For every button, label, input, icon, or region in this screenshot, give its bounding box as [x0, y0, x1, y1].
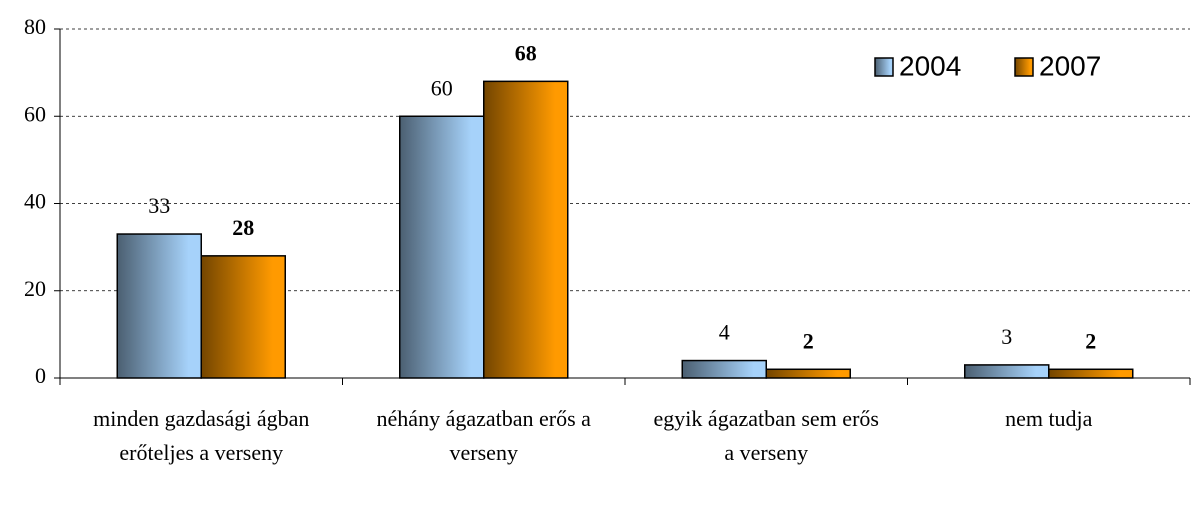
legend-swatch: [874, 57, 894, 77]
bar: [200, 255, 286, 379]
bar: [483, 80, 569, 379]
x-tick-label: néhány ágazatban erős a verseny: [376, 406, 591, 465]
value-label: 3: [1001, 324, 1012, 349]
y-tick-label: 0: [35, 363, 46, 388]
legend-label: 2007: [1039, 50, 1101, 81]
bar: [765, 368, 851, 379]
bar: [399, 115, 485, 379]
bar: [681, 359, 767, 379]
legend-swatch: [1014, 57, 1034, 77]
y-tick-label: 80: [24, 14, 46, 39]
y-tick-label: 60: [24, 101, 46, 126]
value-label: 60: [431, 75, 453, 100]
bar: [1048, 368, 1134, 379]
value-label: 4: [719, 320, 730, 345]
x-tick-label: nem tudja: [1005, 406, 1093, 431]
legend-label: 2004: [899, 50, 961, 81]
value-label: 2: [803, 328, 814, 353]
value-label: 68: [515, 40, 537, 65]
bar: [964, 364, 1050, 379]
x-tick-label: egyik ágazatban sem erős a verseny: [653, 406, 879, 465]
x-tick-label: minden gazdasági ágban erőteljes a verse…: [93, 406, 310, 465]
bar: [116, 233, 202, 379]
y-tick-label: 40: [24, 189, 46, 214]
y-tick-label: 20: [24, 276, 46, 301]
value-label: 33: [148, 193, 170, 218]
value-label: 28: [232, 215, 254, 240]
value-label: 2: [1085, 328, 1096, 353]
